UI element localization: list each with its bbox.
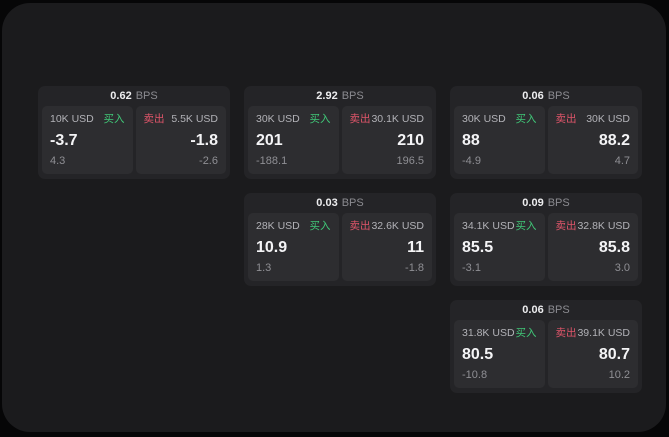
bps-unit-label: BPS (135, 90, 158, 102)
sell-sub-value: 196.5 (396, 155, 424, 167)
price-panels: 31.8K USD 买入 80.5 -10.8 卖出 39.1K USD 80.… (454, 320, 638, 388)
buy-size: 34.1K USD (462, 220, 515, 232)
sell-price-tile[interactable]: 卖出 5.5K USD -1.8 -2.6 (135, 106, 226, 174)
buy-side-label: 买入 (515, 113, 537, 125)
buy-size: 30K USD (462, 113, 506, 125)
quote-card: 0.06 BPS 31.8K USD 买入 80.5 -10.8 卖 (450, 300, 642, 393)
sell-size: 30.1K USD (371, 113, 424, 125)
quote-cards-grid: 0.62 BPS 10K USD 买入 -3.7 4.3 卖出 (38, 86, 642, 393)
sell-price: 88.2 (598, 131, 630, 149)
quote-card: 2.92 BPS 30K USD 买入 201 -188.1 卖出 (244, 86, 436, 179)
bps-value: 0.09 (522, 197, 544, 209)
sell-price-tile[interactable]: 卖出 32.8K USD 85.8 3.0 (547, 213, 638, 281)
buy-price: 10.9 (256, 238, 288, 256)
buy-side-label: 买入 (103, 113, 125, 125)
quote-card: 0.03 BPS 28K USD 买入 10.9 1.3 卖出 (244, 193, 436, 286)
card-header: 0.06 BPS (454, 87, 638, 106)
quote-card: 0.06 BPS 30K USD 买入 88 -4.9 卖出 (450, 86, 642, 179)
sell-size: 32.8K USD (577, 220, 630, 232)
bps-unit-label: BPS (341, 197, 364, 209)
bps-unit-label: BPS (341, 90, 364, 102)
sell-sub-value: 10.2 (608, 369, 630, 381)
buy-price: 201 (256, 131, 283, 149)
bps-value: 0.06 (522, 304, 544, 316)
buy-sub-value: -10.8 (462, 369, 488, 381)
sell-side-label: 卖出 (349, 113, 371, 125)
bps-value: 0.06 (522, 90, 544, 102)
buy-price: 85.5 (462, 238, 494, 256)
buy-side-label: 买入 (515, 327, 537, 339)
buy-price: 80.5 (462, 345, 494, 363)
buy-price: -3.7 (50, 131, 78, 149)
buy-price-tile[interactable]: 30K USD 买入 201 -188.1 (248, 106, 339, 174)
sell-price-tile[interactable]: 卖出 39.1K USD 80.7 10.2 (547, 320, 638, 388)
bps-unit-label: BPS (547, 304, 570, 316)
buy-price: 88 (462, 131, 480, 149)
sell-side-label: 卖出 (555, 220, 577, 232)
buy-price-tile[interactable]: 34.1K USD 买入 85.5 -3.1 (454, 213, 545, 281)
buy-sub-value: -3.1 (462, 262, 481, 274)
sell-price: -1.8 (190, 131, 218, 149)
sell-size: 5.5K USD (171, 113, 218, 125)
card-header: 0.03 BPS (248, 194, 432, 213)
bps-unit-label: BPS (547, 197, 570, 209)
buy-price-tile[interactable]: 28K USD 买入 10.9 1.3 (248, 213, 339, 281)
card-header: 0.62 BPS (42, 87, 226, 106)
sell-price: 11 (407, 238, 424, 256)
sell-sub-value: 4.7 (614, 155, 630, 167)
price-panels: 30K USD 买入 88 -4.9 卖出 30K USD 88.2 4.7 (454, 106, 638, 174)
card-header: 2.92 BPS (248, 87, 432, 106)
card-header: 0.06 BPS (454, 301, 638, 320)
price-panels: 30K USD 买入 201 -188.1 卖出 30.1K USD 210 1… (248, 106, 432, 174)
sell-price-tile[interactable]: 卖出 32.6K USD 11 -1.8 (341, 213, 432, 281)
buy-sub-value: -188.1 (256, 155, 288, 167)
sell-price: 80.7 (598, 345, 630, 363)
sell-sub-value: -2.6 (199, 155, 218, 167)
buy-price-tile[interactable]: 10K USD 买入 -3.7 4.3 (42, 106, 133, 174)
price-panels: 34.1K USD 买入 85.5 -3.1 卖出 32.8K USD 85.8… (454, 213, 638, 281)
sell-price-tile[interactable]: 卖出 30.1K USD 210 196.5 (341, 106, 432, 174)
main-panel: 0.62 BPS 10K USD 买入 -3.7 4.3 卖出 (2, 3, 666, 432)
buy-size: 30K USD (256, 113, 300, 125)
price-panels: 28K USD 买入 10.9 1.3 卖出 32.6K USD 11 -1.8 (248, 213, 432, 281)
buy-size: 31.8K USD (462, 327, 515, 339)
quote-card: 0.62 BPS 10K USD 买入 -3.7 4.3 卖出 (38, 86, 230, 179)
quote-card: 0.09 BPS 34.1K USD 买入 85.5 -3.1 卖出 (450, 193, 642, 286)
sell-side-label: 卖出 (555, 327, 577, 339)
sell-sub-value: -1.8 (405, 262, 424, 274)
sell-size: 32.6K USD (371, 220, 424, 232)
buy-side-label: 买入 (309, 220, 331, 232)
card-header: 0.09 BPS (454, 194, 638, 213)
buy-side-label: 买入 (309, 113, 331, 125)
buy-size: 10K USD (50, 113, 94, 125)
buy-size: 28K USD (256, 220, 300, 232)
buy-price-tile[interactable]: 30K USD 买入 88 -4.9 (454, 106, 545, 174)
buy-sub-value: 4.3 (50, 155, 66, 167)
sell-side-label: 卖出 (143, 113, 165, 125)
sell-side-label: 卖出 (555, 113, 577, 125)
sell-price: 85.8 (598, 238, 630, 256)
sell-size: 39.1K USD (577, 327, 630, 339)
sell-price: 210 (397, 131, 424, 149)
buy-sub-value: 1.3 (256, 262, 272, 274)
buy-price-tile[interactable]: 31.8K USD 买入 80.5 -10.8 (454, 320, 545, 388)
sell-price-tile[interactable]: 卖出 30K USD 88.2 4.7 (547, 106, 638, 174)
bps-value: 0.62 (110, 90, 132, 102)
bps-value: 2.92 (316, 90, 338, 102)
sell-size: 30K USD (586, 113, 630, 125)
sell-sub-value: 3.0 (614, 262, 630, 274)
buy-sub-value: -4.9 (462, 155, 481, 167)
buy-side-label: 买入 (515, 220, 537, 232)
sell-side-label: 卖出 (349, 220, 371, 232)
bps-unit-label: BPS (547, 90, 570, 102)
bps-value: 0.03 (316, 197, 338, 209)
price-panels: 10K USD 买入 -3.7 4.3 卖出 5.5K USD -1.8 -2.… (42, 106, 226, 174)
